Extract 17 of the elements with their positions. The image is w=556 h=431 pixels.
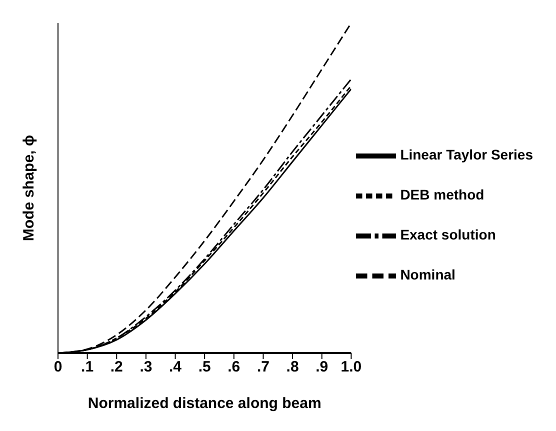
x-tick-label: .1 <box>81 358 94 376</box>
x-tick-label: .3 <box>140 358 152 376</box>
x-tick-label: .6 <box>228 358 240 376</box>
x-tick-label: .4 <box>169 358 182 376</box>
x-axis-title: Normalized distance along beam <box>88 395 322 412</box>
x-tick-label: .2 <box>110 358 123 376</box>
legend-label: Linear Taylor Series <box>400 146 533 162</box>
x-tick-label: .5 <box>198 358 211 376</box>
legend-label: DEB method <box>400 186 484 202</box>
legend-label: Nominal <box>400 266 456 282</box>
legend-label: Exact solution <box>400 226 496 242</box>
x-tick-label: .7 <box>256 358 270 376</box>
x-tick-label: .9 <box>316 358 328 376</box>
x-tick-label: 1.0 <box>340 358 362 376</box>
x-tick-label: .8 <box>286 358 299 376</box>
y-axis-title: Mode shape, ϕ <box>20 134 38 242</box>
x-tick-label: 0 <box>54 358 62 376</box>
